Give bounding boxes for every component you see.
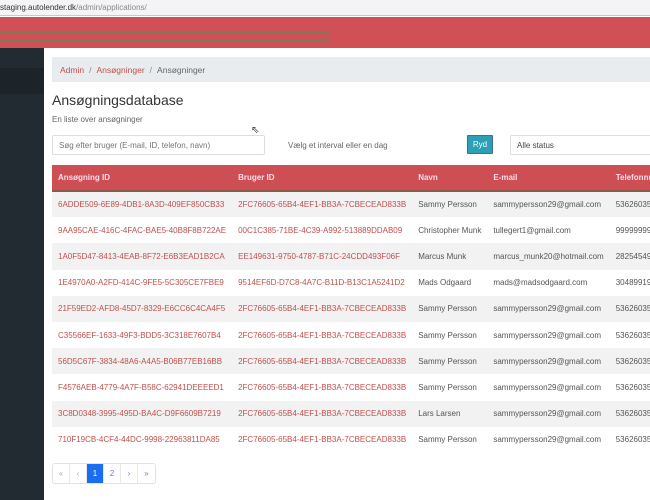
- breadcrumb: Admin / Ansøgninger / Ansøgninger: [52, 57, 650, 82]
- cell-application-id[interactable]: F4576AEB-4779-4A7F-B58C-62941DEEEED1: [58, 382, 224, 392]
- first-page-button[interactable]: «: [53, 464, 70, 483]
- cell-user-id[interactable]: 9514EF6D-D7C8-4A7C-B11D-B13C1A5241D2: [238, 278, 405, 288]
- cell-application-id[interactable]: C35566EF-1633-49F3-BDD5-3C318E7607B4: [58, 330, 221, 340]
- page-1-button[interactable]: 1: [87, 464, 104, 483]
- cell-name: Sammy Persson: [418, 382, 477, 392]
- cell-phone: 99999999: [615, 225, 650, 235]
- sidebar: [0, 48, 44, 500]
- cell-application-id[interactable]: 9AA95CAE-416C-4FAC-BAE5-40B8F8B722AE: [58, 225, 227, 235]
- page-subtitle: En liste over ansøgninger: [52, 115, 143, 124]
- cell-application-id[interactable]: 1E4970A0-A2FD-414C-9FE5-5C305CE7FBE9: [58, 278, 224, 288]
- breadcrumb-applications[interactable]: Ansøgninger: [96, 65, 145, 75]
- cell-name: Sammy Persson: [418, 435, 477, 445]
- clear-button[interactable]: Ryd: [467, 135, 493, 154]
- table-row[interactable]: C35566EF-1633-49F3-BDD5-3C318E7607B4 2FC7…: [52, 322, 650, 348]
- cell-user-id[interactable]: 2FC76605-65B4-4EF1-BB3A-7CBECEAD833B: [232, 400, 413, 427]
- cell-email: sammypersson29@gmail.com: [493, 435, 602, 445]
- column-header[interactable]: E-mail: [487, 165, 610, 192]
- cell-phone: 53626035: [609, 295, 650, 322]
- cell-phone: 53626035: [615, 330, 650, 340]
- table-row[interactable]: F4576AEB-4779-4A7F-B58C-62941DEEEED1 2FC7…: [52, 374, 650, 400]
- cell-phone: 53626035: [609, 348, 650, 375]
- cell-phone: 30489919: [615, 278, 650, 288]
- cell-user-id[interactable]: 2FC76605-65B4-4EF1-BB3A-7CBECEAD833B: [232, 295, 413, 322]
- cell-user-id[interactable]: 2FC76605-65B4-4EF1-BB3A-7CBECEAD833B: [238, 382, 407, 392]
- cell-email: sammypersson29@gmail.com: [487, 191, 610, 218]
- url-path: /admin/applications/: [76, 3, 147, 12]
- column-header[interactable]: Ansøgning ID: [52, 165, 233, 192]
- cell-user-id[interactable]: 00C1C385-71BE-4C39-A992-513889DDAB09: [238, 225, 403, 235]
- table-row[interactable]: 1A0F5D47-8413-4EAB-8F72-E6B3EAD1B2CA EE14…: [52, 243, 650, 270]
- top-navbar: [0, 17, 650, 48]
- prev-page-button[interactable]: ‹: [70, 464, 87, 483]
- cell-phone: 53626035: [615, 382, 650, 392]
- cell-phone: 53626035: [609, 191, 650, 218]
- cell-name: Mads Odgaard: [418, 278, 472, 288]
- cell-name: Lars Larsen: [412, 400, 488, 427]
- cell-application-id[interactable]: 6ADDE509-6E89-4DB1-8A3D-409EF850CB33: [52, 191, 233, 218]
- cell-phone: 53626035: [615, 435, 650, 445]
- cell-email: sammypersson29@gmail.com: [487, 400, 610, 427]
- cell-email: mads@madsodgaard.com: [493, 278, 588, 288]
- breadcrumb-current: Ansøgninger: [157, 65, 206, 75]
- column-header[interactable]: Bruger ID: [232, 165, 413, 192]
- cell-user-id[interactable]: 2FC76605-65B4-4EF1-BB3A-7CBECEAD833B: [232, 348, 413, 375]
- table-row[interactable]: 710F19CB-4CF4-44DC-9998-22963811DA85 2FC7…: [52, 427, 650, 453]
- cell-email: sammypersson29@gmail.com: [487, 348, 610, 375]
- cell-name: Sammy Persson: [412, 295, 488, 322]
- cell-email: sammypersson29@gmail.com: [493, 330, 602, 340]
- cell-phone: 53626035: [609, 400, 650, 427]
- cell-application-id[interactable]: 1A0F5D47-8413-4EAB-8F72-E6B3EAD1B2CA: [52, 243, 233, 270]
- last-page-button[interactable]: »: [144, 469, 149, 478]
- cell-user-id[interactable]: 2FC76605-65B4-4EF1-BB3A-7CBECEAD833B: [238, 435, 407, 445]
- mouse-cursor-icon: ⇖: [251, 125, 260, 136]
- pagination: « ‹ 1 2 › »: [52, 463, 156, 484]
- search-input[interactable]: [52, 135, 265, 155]
- cell-application-id[interactable]: 21F59ED2-AFD8-45D7-8329-E6CC6C4CA4F5: [52, 295, 233, 322]
- cell-name: Marcus Munk: [412, 243, 488, 270]
- address-bar[interactable]: staging.autolender.dk/admin/applications…: [0, 0, 650, 16]
- cell-user-id[interactable]: EE149631-9750-4787-B71C-24CDD493F06F: [232, 243, 413, 270]
- cell-application-id[interactable]: 3C8D0348-3995-495D-BA4C-D9F6609B7219: [52, 400, 233, 427]
- page-title: Ansøgningsdatabase: [52, 92, 184, 108]
- table-row[interactable]: 6ADDE509-6E89-4DB1-8A3D-409EF850CB33 2FC7…: [52, 191, 650, 218]
- cell-name: Sammy Persson: [412, 348, 488, 375]
- next-page-button[interactable]: ›: [121, 464, 138, 483]
- column-header[interactable]: Navn: [412, 165, 488, 192]
- date-range-picker[interactable]: Vælg et interval eller en dag: [288, 141, 388, 150]
- column-header[interactable]: Telefonnummer: [609, 165, 650, 192]
- breadcrumb-admin[interactable]: Admin: [60, 65, 85, 75]
- cell-phone: 28254549: [609, 243, 650, 270]
- table-row[interactable]: 3C8D0348-3995-495D-BA4C-D9F6609B7219 2FC7…: [52, 400, 650, 427]
- cell-name: Sammy Persson: [412, 191, 488, 218]
- cell-user-id[interactable]: 2FC76605-65B4-4EF1-BB3A-7CBECEAD833B: [232, 191, 413, 218]
- table-row[interactable]: 21F59ED2-AFD8-45D7-8329-E6CC6C4CA4F5 2FC7…: [52, 295, 650, 322]
- cell-application-id[interactable]: 56D5C67F-3834-48A6-A4A5-B06B77EB16BB: [52, 348, 233, 375]
- status-select[interactable]: Alle status: [510, 135, 650, 155]
- cell-user-id[interactable]: 2FC76605-65B4-4EF1-BB3A-7CBECEAD833B: [238, 330, 407, 340]
- cell-email: sammypersson29@gmail.com: [493, 382, 602, 392]
- table-row[interactable]: 56D5C67F-3834-48A6-A4A5-B06B77EB16BB 2FC7…: [52, 348, 650, 375]
- cell-name: Christopher Munk: [418, 225, 482, 235]
- cell-email: sammypersson29@gmail.com: [487, 295, 610, 322]
- table-row[interactable]: 9AA95CAE-416C-4FAC-BAE5-40B8F8B722AE 00C1…: [52, 217, 650, 243]
- cell-application-id[interactable]: 710F19CB-4CF4-44DC-9998-22963811DA85: [58, 435, 220, 445]
- cell-email: marcus_munk20@hotmail.com: [487, 243, 610, 270]
- sidebar-item[interactable]: [0, 68, 44, 94]
- table-row[interactable]: 1E4970A0-A2FD-414C-9FE5-5C305CE7FBE9 9514…: [52, 270, 650, 296]
- cell-email: tullegert1@gmail.com: [493, 225, 571, 235]
- page-2-button[interactable]: 2: [104, 464, 121, 483]
- cell-name: Sammy Persson: [418, 330, 477, 340]
- url-host: staging.autolender.dk: [0, 3, 77, 12]
